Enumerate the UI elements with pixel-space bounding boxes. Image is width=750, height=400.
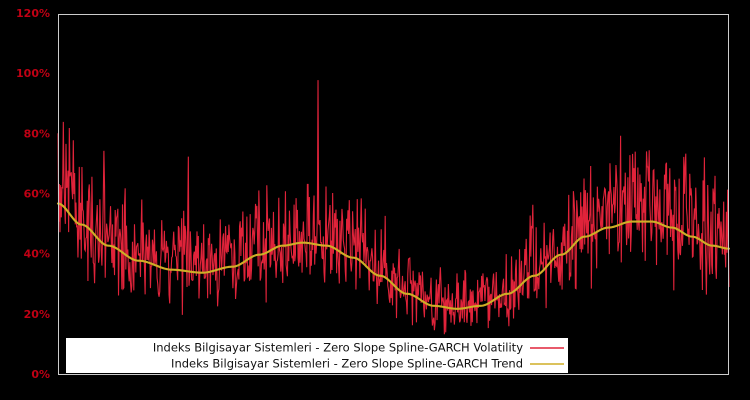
- y-axis-tick-labels: 0% 20% 40% 60% 80% 100% 120%: [16, 7, 50, 381]
- legend-label-trend: Indeks Bilgisayar Sistemleri - Zero Slop…: [171, 357, 523, 371]
- y-axis-tick-label: 80%: [24, 127, 50, 140]
- trend-series: [56, 202, 731, 310]
- y-axis-tick-label: 20%: [24, 308, 50, 321]
- plot-frame: [58, 14, 729, 375]
- legend-label-volatility: Indeks Bilgisayar Sistemleri - Zero Slop…: [153, 341, 523, 355]
- y-axis-tick-label: 0%: [31, 368, 50, 381]
- legend[interactable]: Indeks Bilgisayar Sistemleri - Zero Slop…: [66, 338, 568, 373]
- y-axis-tick-label: 60%: [24, 188, 50, 201]
- legend-background: [66, 338, 568, 373]
- y-axis-tick-label: 40%: [24, 248, 50, 261]
- volatility-series: [57, 80, 730, 335]
- y-axis-tick-label: 100%: [16, 67, 50, 80]
- y-axis-tick-label: 120%: [16, 7, 50, 20]
